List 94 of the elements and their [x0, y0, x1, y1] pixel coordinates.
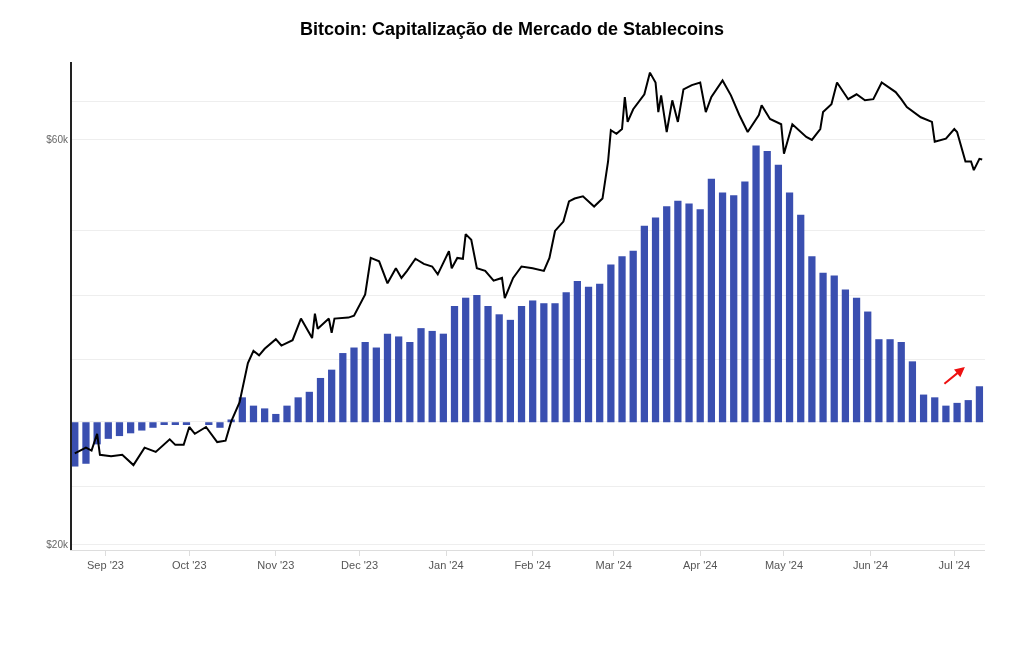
bar	[82, 422, 90, 464]
bar	[328, 369, 336, 423]
bar	[864, 311, 872, 423]
bar	[897, 341, 905, 423]
bar	[886, 339, 894, 423]
bar	[115, 422, 124, 437]
x-tick-label: Mar '24	[595, 559, 632, 572]
bar	[730, 195, 738, 423]
x-tick-label: Sep '23	[87, 559, 124, 572]
bar	[718, 192, 727, 423]
bar	[696, 209, 704, 423]
bar	[975, 386, 984, 423]
bar	[305, 391, 313, 423]
bar	[551, 303, 559, 423]
bar	[261, 408, 269, 423]
bar	[72, 422, 79, 467]
bar	[517, 306, 526, 423]
bar	[640, 225, 648, 423]
bar	[506, 319, 514, 423]
bar	[819, 272, 827, 423]
x-tick-label: Oct '23	[172, 559, 207, 572]
bar	[182, 422, 191, 426]
bar	[350, 347, 358, 423]
bar	[171, 422, 179, 426]
bar	[339, 353, 347, 423]
bar	[852, 297, 861, 423]
bar	[249, 405, 258, 423]
x-tick-label: Apr '24	[682, 559, 718, 572]
bar	[942, 405, 950, 423]
y-tick-label: $20k	[46, 538, 69, 550]
bar	[316, 377, 325, 423]
x-tick-label: Jun '24	[852, 559, 889, 572]
bar	[607, 264, 615, 423]
x-tick-label: Dec '23	[341, 559, 379, 572]
bar	[294, 397, 302, 423]
bar	[417, 328, 425, 423]
bar	[573, 281, 581, 423]
bar	[127, 422, 135, 434]
bar	[752, 145, 760, 423]
bar	[361, 341, 369, 423]
bar	[908, 361, 917, 423]
y-tick-label: $60k	[46, 133, 69, 145]
bar	[629, 250, 637, 423]
bar	[741, 181, 749, 423]
bar	[428, 330, 436, 423]
bar	[495, 314, 503, 423]
bar	[406, 341, 414, 423]
bar	[372, 347, 380, 423]
bar	[651, 217, 660, 423]
x-tick-label: Feb '24	[514, 559, 551, 572]
bar	[395, 336, 403, 423]
bar	[875, 339, 883, 423]
bar	[841, 289, 850, 423]
bar	[797, 214, 805, 423]
bar	[383, 333, 392, 423]
bar	[562, 292, 570, 423]
bar	[238, 397, 246, 423]
bar	[160, 422, 168, 426]
bar	[596, 283, 604, 423]
bar	[484, 306, 492, 423]
x-tick-label: Nov '23	[257, 559, 295, 572]
bar	[450, 306, 459, 423]
bar	[205, 422, 213, 426]
x-tick-label: Jan '24	[428, 559, 464, 572]
bar	[931, 397, 939, 423]
x-tick-label: Jul '24	[938, 559, 971, 572]
bar	[104, 422, 112, 439]
bar	[462, 297, 470, 423]
bar	[830, 275, 838, 423]
bar	[540, 303, 548, 423]
bar	[685, 203, 693, 423]
bar	[707, 178, 716, 423]
bar	[763, 151, 771, 423]
bar	[439, 333, 447, 423]
bar	[953, 402, 961, 423]
bar	[138, 422, 146, 431]
chart-title: Bitcoin: Capitalização de Mercado de Stablecoins	[299, 19, 725, 40]
bar	[785, 192, 794, 423]
bar	[663, 206, 671, 423]
bar	[272, 413, 280, 423]
bar	[283, 405, 291, 423]
bar	[529, 300, 537, 423]
bar	[149, 422, 157, 428]
bar	[808, 256, 816, 423]
bar	[216, 422, 224, 428]
bar	[473, 294, 481, 423]
bar	[919, 394, 928, 423]
bar	[618, 256, 626, 423]
x-tick-label: May '24	[764, 559, 804, 572]
bar	[584, 286, 593, 423]
line-series	[73, 71, 984, 467]
bar	[774, 164, 783, 423]
bar	[674, 200, 682, 423]
bar	[964, 400, 972, 423]
